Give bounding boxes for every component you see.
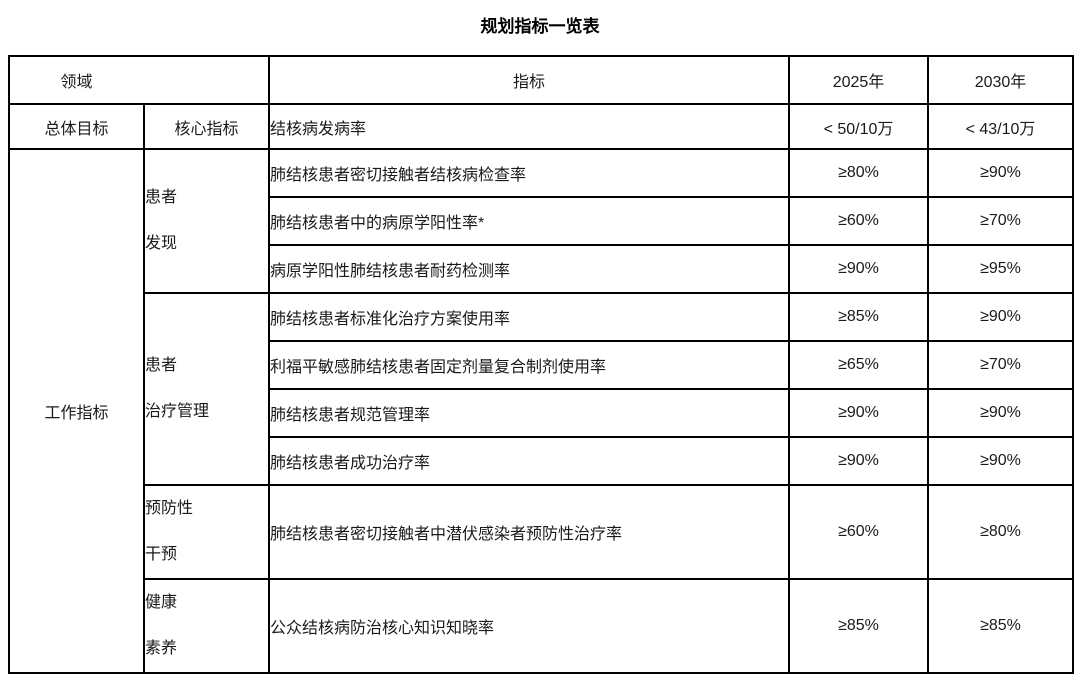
indicator-row: 预防性 干预 肺结核患者密切接触者中潜伏感染者预防性治疗率 ≥60% ≥80% [9,484,1074,580]
value-2030-cell: ≥80% [927,484,1074,580]
header-domain: 领域 [8,55,270,105]
group-health-literacy-cell: 健康 素养 [143,578,270,674]
group-name-line: 治疗管理 [145,403,210,420]
indicator-cell: 利福平敏感肺结核患者固定剂量复合制剂使用率 [268,340,790,390]
value-2025-cell: ≥60% [788,196,929,246]
overall-sub-cell: 核心指标 [143,103,270,150]
indicator-row: 工作指标 患者 发现 肺结核患者密切接触者结核病检查率 ≥80% ≥90% [8,148,1074,674]
indicator-row: 肺结核患者规范管理率 ≥90% ≥90% [9,388,1074,438]
overall-domain-cell: 总体目标 [8,103,145,150]
value-2030-cell: ≥90% [927,148,1074,198]
indicator-row: 病原学阳性肺结核患者耐药检测率 ≥90% ≥95% [9,244,1074,294]
group-name-line: 患者 [145,189,178,206]
value-2030-cell: ≥90% [927,292,1074,342]
value-2025-cell: ≥80% [788,148,929,198]
value-2030-cell: ≥95% [927,244,1074,294]
indicator-cell: 肺结核患者成功治疗率 [268,436,790,486]
indicator-cell: 肺结核患者规范管理率 [268,388,790,438]
group-name-line: 健康 [145,594,178,611]
overall-indicator-cell: 结核病发病率 [268,103,790,150]
indicator-row: 患者 治疗管理 肺结核患者标准化治疗方案使用率 ≥85% ≥90% [9,292,1074,486]
group-name-line: 素养 [145,640,178,657]
overall-2025-cell: < 50/10万 [788,103,929,150]
indicator-cell: 肺结核患者标准化治疗方案使用率 [268,292,790,342]
group-name-line: 预防性 [145,500,194,517]
header-row: 领域 指标 2025年 2030年 [8,55,1074,105]
group-treatment-management-cell: 患者 治疗管理 [143,292,270,486]
indicator-row: 肺结核患者中的病原学阳性率* ≥60% ≥70% [9,196,1074,246]
value-2030-cell: ≥70% [927,196,1074,246]
indicator-cell: 病原学阳性肺结核患者耐药检测率 [268,244,790,294]
indicator-cell: 肺结核患者中的病原学阳性率* [268,196,790,246]
indicator-row: 肺结核患者成功治疗率 ≥90% ≥90% [9,436,1074,486]
value-2025-cell: ≥85% [788,292,929,342]
value-2030-cell: ≥90% [927,388,1074,438]
group-name-line: 干预 [145,546,178,563]
header-indicator: 指标 [268,55,790,105]
value-2025-cell: ≥65% [788,340,929,390]
value-2025-cell: ≥90% [788,244,929,294]
value-2030-cell: ≥90% [927,436,1074,486]
header-2030: 2030年 [927,55,1074,105]
value-2025-cell: ≥85% [788,578,929,674]
value-2030-cell: ≥70% [927,340,1074,390]
indicator-cell: 肺结核患者密切接触者结核病检查率 [268,148,790,198]
indicator-row: 健康 素养 公众结核病防治核心知识知晓率 ≥85% ≥85% [9,578,1074,674]
indicator-cell: 公众结核病防治核心知识知晓率 [268,578,790,674]
group-name-line: 发现 [145,235,178,252]
indicator-row: 利福平敏感肺结核患者固定剂量复合制剂使用率 ≥65% ≥70% [9,340,1074,390]
value-2025-cell: ≥90% [788,388,929,438]
indicator-cell: 肺结核患者密切接触者中潜伏感染者预防性治疗率 [268,484,790,580]
planning-indicators-table: 领域 指标 2025年 2030年 总体目标 核心指标 结核病发病率 < 50/… [8,55,1074,674]
work-domain-cell: 工作指标 [8,148,145,674]
group-preventive-intervention-cell: 预防性 干预 [143,484,270,580]
table-title: 规划指标一览表 [480,17,600,36]
overall-goal-row: 总体目标 核心指标 结核病发病率 < 50/10万 < 43/10万 [8,103,1074,150]
overall-2030-cell: < 43/10万 [927,103,1074,150]
value-2025-cell: ≥90% [788,436,929,486]
value-2030-cell: ≥85% [927,578,1074,674]
value-2025-cell: ≥60% [788,484,929,580]
header-domain-label: 领域 [60,74,93,91]
group-patient-discovery-cell: 患者 发现 [143,148,270,294]
header-2025: 2025年 [788,55,929,105]
group-name-line: 患者 [145,357,178,374]
